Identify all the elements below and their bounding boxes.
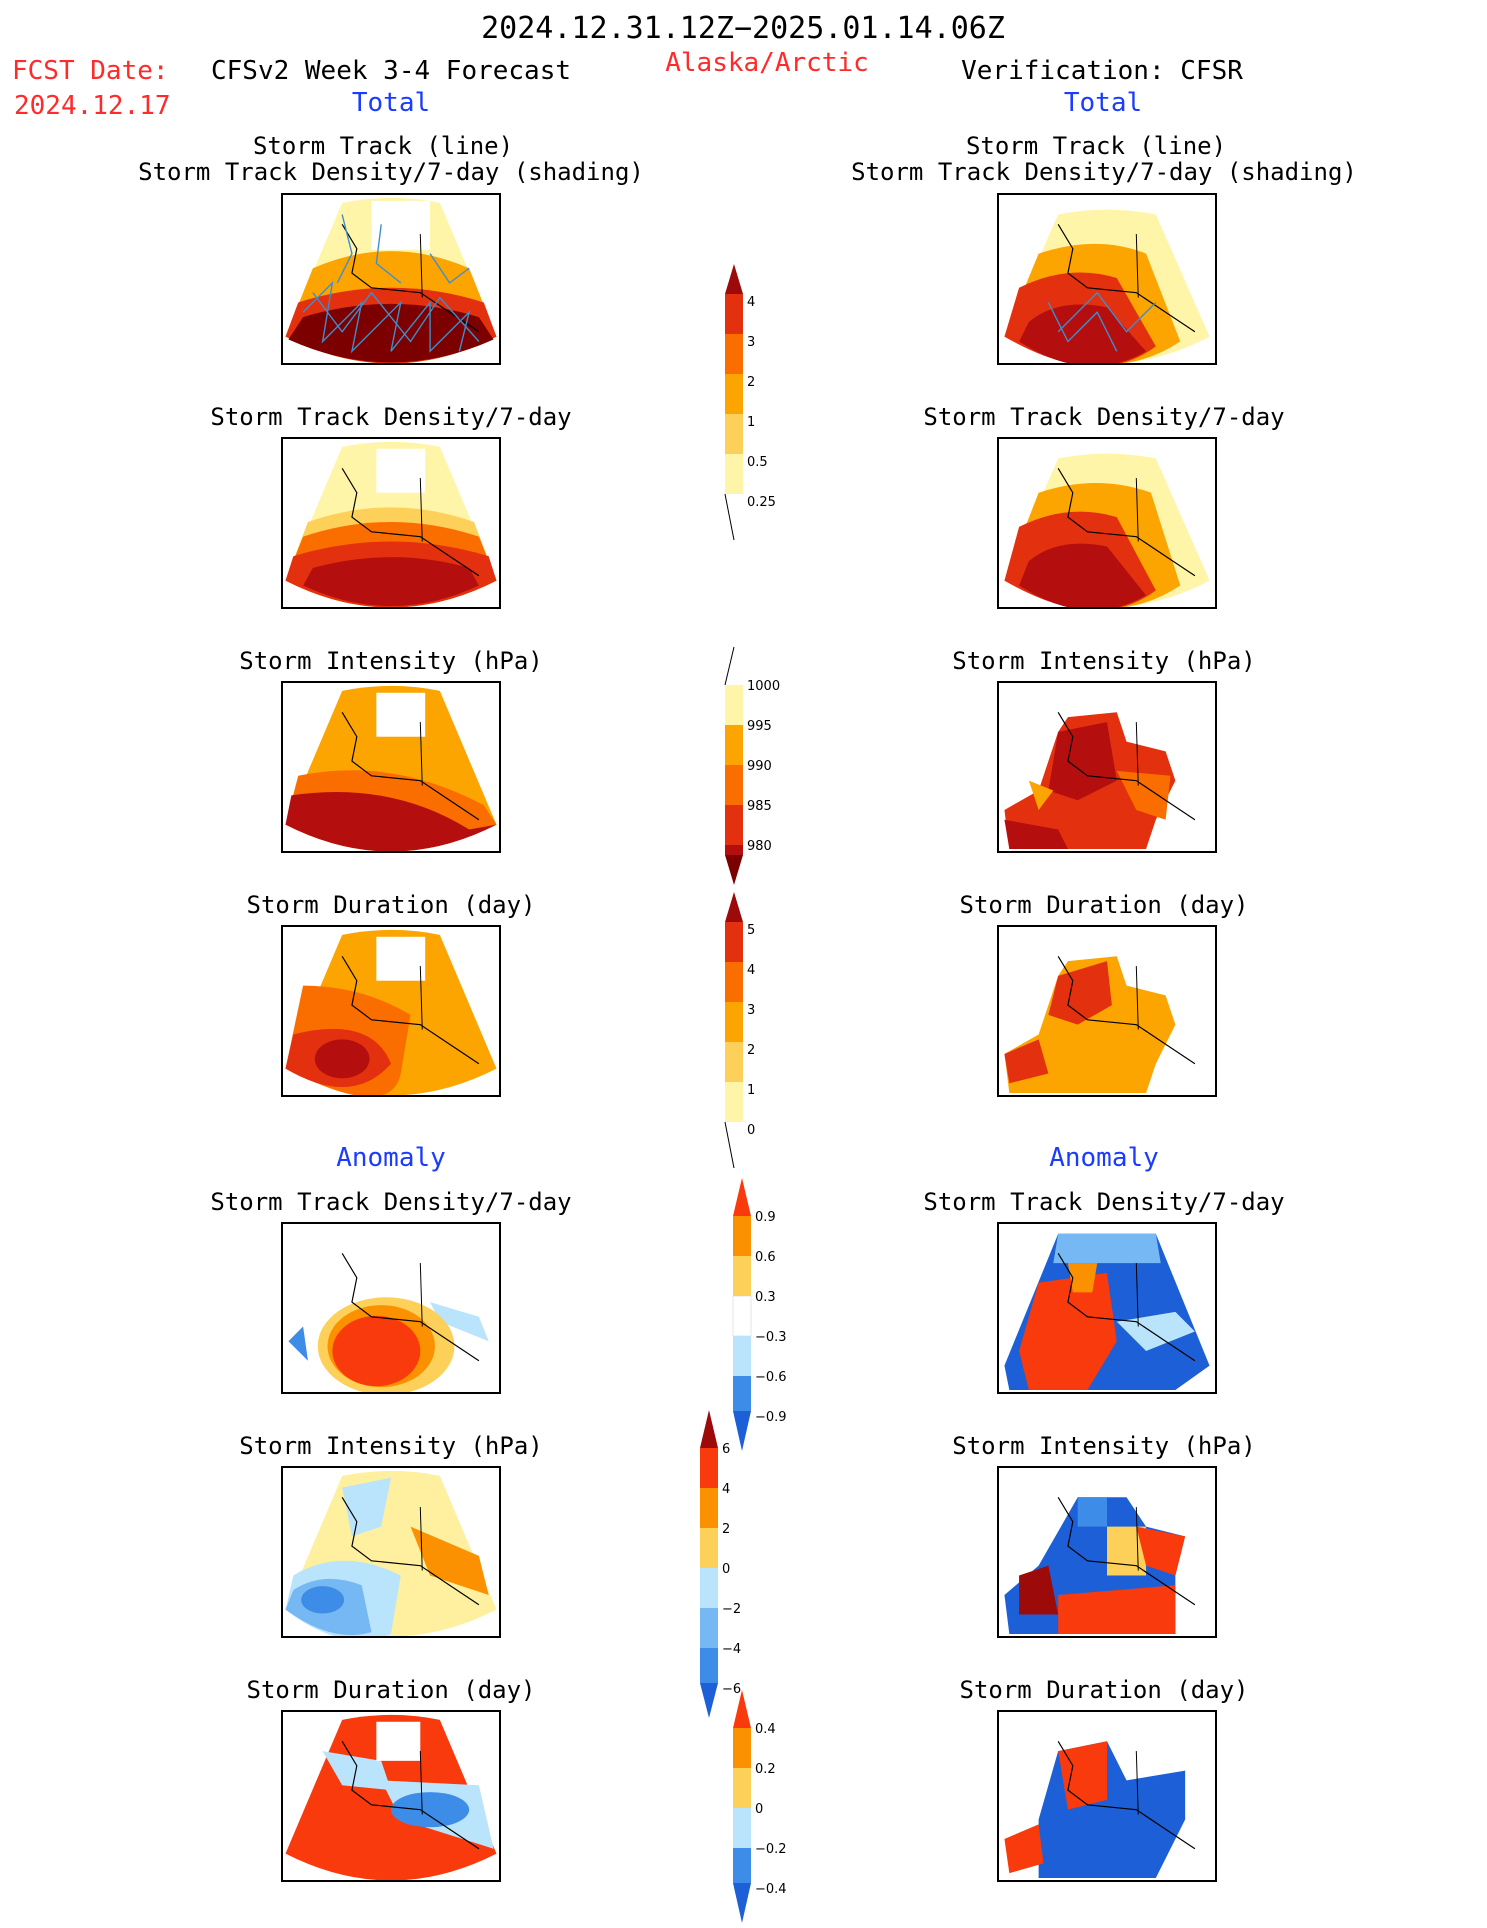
title-duration-right: Storm Duration (day) <box>959 891 1249 919</box>
title-duration-left: Storm Duration (day) <box>246 891 536 919</box>
fcst-date-value: 2024.12.17 <box>14 91 171 121</box>
map-track-density-forecast <box>281 193 501 365</box>
fcst-date-label: FCST Date: <box>12 56 169 86</box>
map-intensity-forecast <box>281 681 501 853</box>
cbar-label: 5 <box>747 923 755 938</box>
cbar-label: −0.6 <box>755 1370 787 1385</box>
map-density-anomaly-verif <box>997 1222 1217 1394</box>
title-intensity-right: Storm Intensity (hPa) <box>952 647 1256 675</box>
map-duration-anomaly-forecast <box>281 1710 501 1882</box>
cbar-label: 1000 <box>747 679 780 694</box>
map-track-density-verif <box>997 193 1217 365</box>
cbar-label: 2 <box>747 375 755 390</box>
cbar-label: −6 <box>722 1682 741 1697</box>
title-density-right: Storm Track Density/7-day <box>923 403 1285 431</box>
map-intensity-anomaly-forecast <box>281 1466 501 1638</box>
cbar-label: −0.4 <box>755 1882 787 1897</box>
map-density-verif <box>997 437 1217 609</box>
map-intensity-anomaly-verif <box>997 1466 1217 1638</box>
colorbar-intensity-total: 1000 995 990 985 980 <box>720 645 790 895</box>
title-intensity-anom-right: Storm Intensity (hPa) <box>952 1432 1256 1460</box>
cbar-label: 2 <box>747 1043 755 1058</box>
cbar-label: 0.2 <box>755 1762 776 1777</box>
cbar-label: 0.9 <box>755 1210 776 1225</box>
cbar-label: 0.4 <box>755 1722 776 1737</box>
title-density-anom-right: Storm Track Density/7-day <box>923 1188 1285 1216</box>
cbar-label: 995 <box>747 719 772 734</box>
cbar-label: 0 <box>722 1562 730 1577</box>
cbar-label: −2 <box>722 1602 741 1617</box>
colorbar-duration-total: 5 4 3 2 1 0 <box>720 890 780 1170</box>
verification-title: Verification: CFSR <box>961 56 1243 86</box>
cbar-label: 1 <box>747 1083 755 1098</box>
cbar-label: 3 <box>747 335 755 350</box>
cbar-label: −4 <box>722 1642 741 1657</box>
cbar-label: 0.5 <box>747 455 768 470</box>
cbar-label: 985 <box>747 799 772 814</box>
anomaly-label-left: Anomaly <box>336 1143 446 1173</box>
cbar-label: 6 <box>722 1442 730 1457</box>
forecast-title: CFSv2 Week 3-4 Forecast <box>210 56 572 86</box>
map-duration-anomaly-verif <box>997 1710 1217 1882</box>
cbar-label: 0 <box>747 1123 755 1138</box>
title-track-line-left: Storm Track (line) <box>252 132 514 160</box>
map-density-forecast <box>281 437 501 609</box>
total-label-left: Total <box>351 88 431 118</box>
date-range-title: 2024.12.31.12Z−2025.01.14.06Z <box>481 11 1005 46</box>
cbar-label: 0.6 <box>755 1250 776 1265</box>
colorbar-intensity-anomaly: 6 4 2 0 −2 −4 −6 <box>695 1408 755 1728</box>
cbar-label: 980 <box>747 839 772 854</box>
map-duration-forecast <box>281 925 501 1097</box>
map-duration-verif <box>997 925 1217 1097</box>
region-title: Alaska/Arctic <box>665 48 869 78</box>
cbar-label: 0.3 <box>755 1290 776 1305</box>
cbar-label: −0.2 <box>755 1842 787 1857</box>
cbar-label: −0.3 <box>755 1330 787 1345</box>
cbar-label: 4 <box>747 963 755 978</box>
total-label-right: Total <box>1063 88 1143 118</box>
title-duration-anom-left: Storm Duration (day) <box>246 1676 536 1704</box>
title-track-line-right: Storm Track (line) <box>965 132 1227 160</box>
cbar-label: 2 <box>722 1522 730 1537</box>
colorbar-track-density-total: 4 3 2 1 0.5 0.25 <box>720 262 780 542</box>
anomaly-label-right: Anomaly <box>1049 1143 1159 1173</box>
title-intensity-anom-left: Storm Intensity (hPa) <box>239 1432 543 1460</box>
cbar-label: 3 <box>747 1003 755 1018</box>
cbar-label: 4 <box>747 295 755 310</box>
map-intensity-verif <box>997 681 1217 853</box>
title-density-shading-left: Storm Track Density/7-day (shading) <box>138 158 644 186</box>
cbar-label: 1 <box>747 415 755 430</box>
title-density-anom-left: Storm Track Density/7-day <box>210 1188 572 1216</box>
title-duration-anom-right: Storm Duration (day) <box>959 1676 1249 1704</box>
cbar-label: 0 <box>755 1802 763 1817</box>
cbar-label: 4 <box>722 1482 730 1497</box>
colorbar-density-anomaly: 0.9 0.6 0.3 −0.3 −0.6 −0.9 <box>728 1176 798 1456</box>
title-intensity-left: Storm Intensity (hPa) <box>239 647 543 675</box>
map-density-anomaly-forecast <box>281 1222 501 1394</box>
cbar-label: 0.25 <box>747 495 776 510</box>
cbar-label: 990 <box>747 759 772 774</box>
title-density-shading-right: Storm Track Density/7-day (shading) <box>851 158 1357 186</box>
title-density-left: Storm Track Density/7-day <box>210 403 572 431</box>
colorbar-duration-anomaly: 0.4 0.2 0 −0.2 −0.4 <box>728 1688 798 1928</box>
cbar-label: −0.9 <box>755 1410 787 1425</box>
